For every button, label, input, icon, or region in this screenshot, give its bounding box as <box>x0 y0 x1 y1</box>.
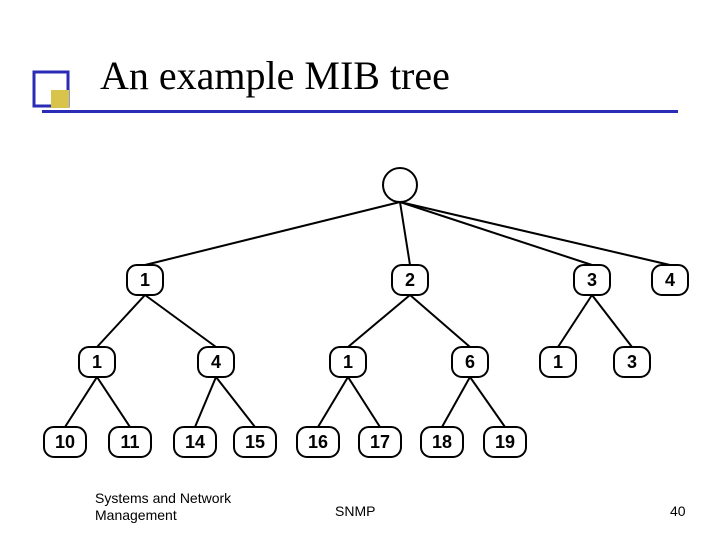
tree-node-label: 1 <box>553 352 563 372</box>
tree-node-label: 14 <box>185 432 205 452</box>
tree-edge <box>216 377 255 427</box>
tree-node-label: 1 <box>92 352 102 372</box>
tree-edge <box>318 377 348 427</box>
tree-edge <box>145 202 400 265</box>
footer-left-line1: Systems and Network <box>95 490 231 507</box>
tree-node-label: 15 <box>245 432 265 452</box>
tree-node-label: 2 <box>405 270 415 290</box>
tree-edge <box>400 202 592 265</box>
footer-center: SNMP <box>335 503 375 519</box>
tree-node-label: 1 <box>140 270 150 290</box>
page-title: An example MIB tree <box>100 52 450 99</box>
footer-left: Systems and Network Management <box>95 490 231 524</box>
tree-edge <box>470 377 505 427</box>
tree-node-label: 4 <box>665 270 675 290</box>
tree-node-label: 19 <box>495 432 515 452</box>
tree-edge <box>400 202 670 265</box>
tree-node-label: 4 <box>211 352 221 372</box>
footer-left-line2: Management <box>95 507 231 524</box>
tree-edge <box>558 295 592 347</box>
tree-edge <box>195 377 216 427</box>
tree-node-label: 10 <box>55 432 75 452</box>
tree-edge <box>65 377 97 427</box>
tree-node-label: 18 <box>432 432 452 452</box>
tree-edge <box>442 377 470 427</box>
tree-node-label: 17 <box>370 432 390 452</box>
tree-edge <box>410 295 470 347</box>
tree-edge <box>97 377 130 427</box>
tree-edge <box>348 295 410 347</box>
tree-node-label: 6 <box>465 352 475 372</box>
page-number: 40 <box>670 503 686 519</box>
tree-node-label: 3 <box>587 270 597 290</box>
tree-edge <box>145 295 216 347</box>
tree-edge <box>592 295 632 347</box>
tree-node-label: 3 <box>627 352 637 372</box>
tree-node <box>383 168 417 202</box>
tree-node-label: 11 <box>120 432 139 452</box>
mib-tree-diagram: 12341416131011141516171819 <box>30 150 710 470</box>
tree-node-label: 1 <box>343 352 353 372</box>
tree-node-label: 16 <box>308 432 328 452</box>
tree-edge <box>348 377 380 427</box>
title-underline <box>42 110 678 113</box>
tree-edge <box>97 295 145 347</box>
tree-edge <box>400 202 410 265</box>
